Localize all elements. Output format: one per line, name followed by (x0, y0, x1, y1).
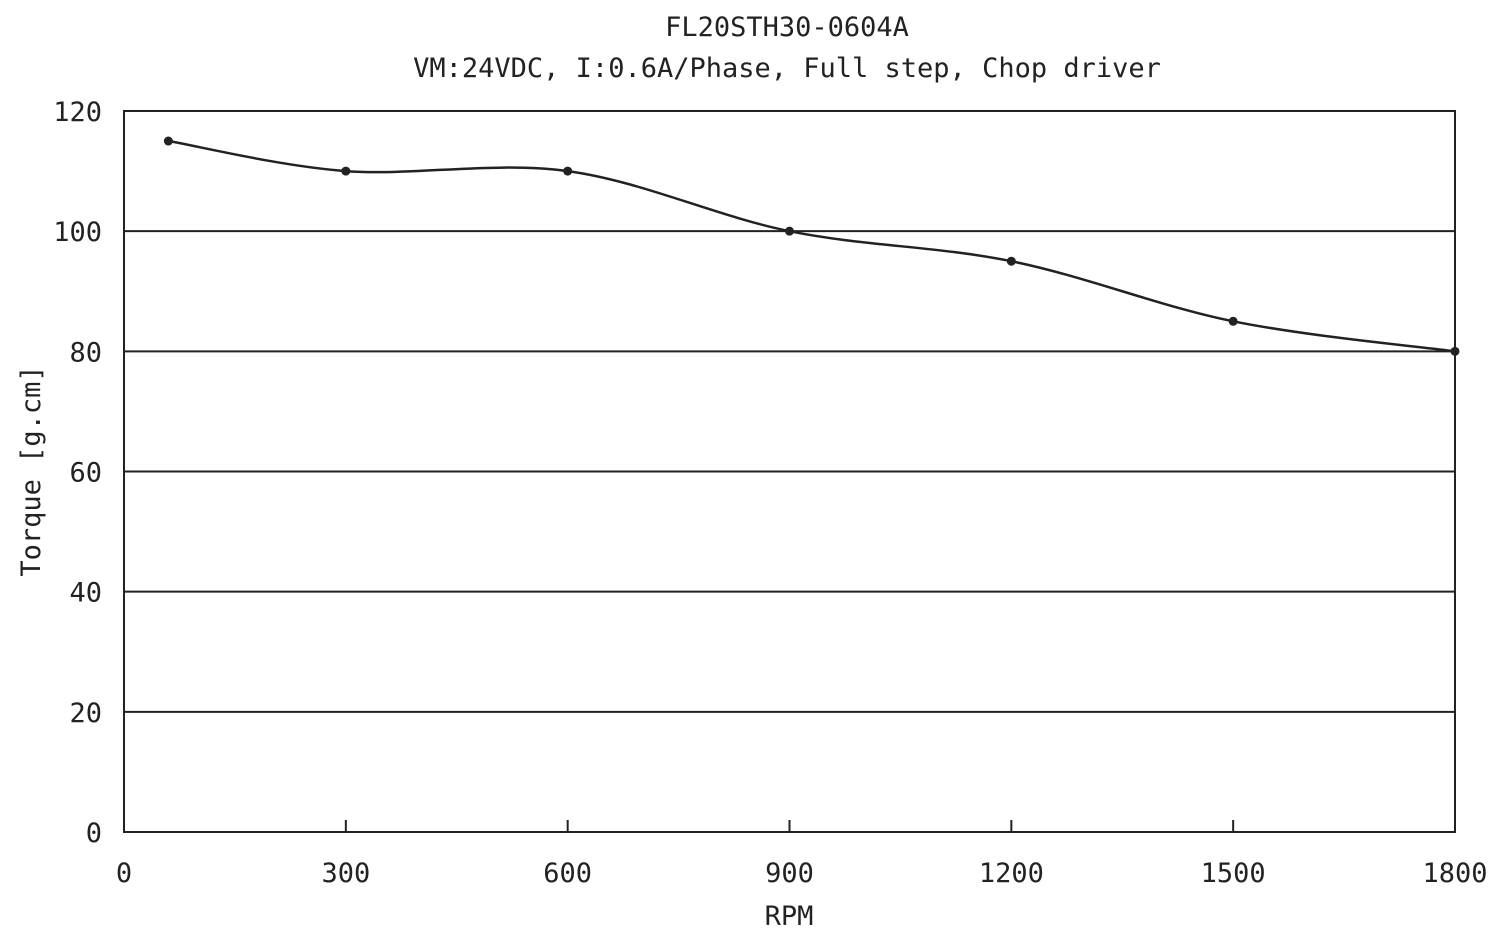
x-tick-label: 300 (321, 858, 370, 889)
y-tick-label: 100 (53, 217, 102, 248)
y-axis-ticks: 0 20 40 60 80 100 120 (53, 97, 102, 849)
y-tick-label: 20 (69, 698, 102, 729)
torque-curve (168, 139, 1456, 353)
data-point (785, 226, 794, 236)
chart-title: FL20STH30-0604A (665, 12, 909, 43)
x-tick-label: 600 (543, 858, 592, 889)
grid-lines (124, 230, 1455, 713)
y-tick-label: 0 (86, 818, 102, 849)
x-axis-ticks: 0 300 600 900 1200 1500 1800 (116, 820, 1488, 889)
x-tick-label: 900 (765, 858, 814, 889)
x-tick-label: 1200 (979, 858, 1044, 889)
data-point (563, 166, 573, 176)
data-point (341, 166, 351, 176)
data-point (1450, 346, 1460, 356)
y-tick-label: 120 (53, 97, 102, 128)
y-tick-label: 60 (69, 458, 102, 489)
y-tick-label: 80 (69, 337, 102, 368)
y-tick-label: 40 (69, 578, 102, 609)
y-axis-label: Torque [g.cm] (16, 365, 47, 576)
data-point (163, 136, 173, 146)
x-tick-label: 0 (116, 858, 132, 889)
x-tick-label: 1800 (1422, 858, 1487, 889)
x-axis-label: RPM (765, 901, 814, 932)
series-group (163, 136, 1460, 356)
data-point (1006, 256, 1016, 266)
x-tick-label: 1500 (1201, 858, 1266, 889)
chart-titles: FL20STH30-0604A VM:24VDC, I:0.6A/Phase, … (413, 12, 1161, 84)
data-point (1228, 316, 1238, 326)
chart-subtitle: VM:24VDC, I:0.6A/Phase, Full step, Chop … (413, 53, 1161, 84)
